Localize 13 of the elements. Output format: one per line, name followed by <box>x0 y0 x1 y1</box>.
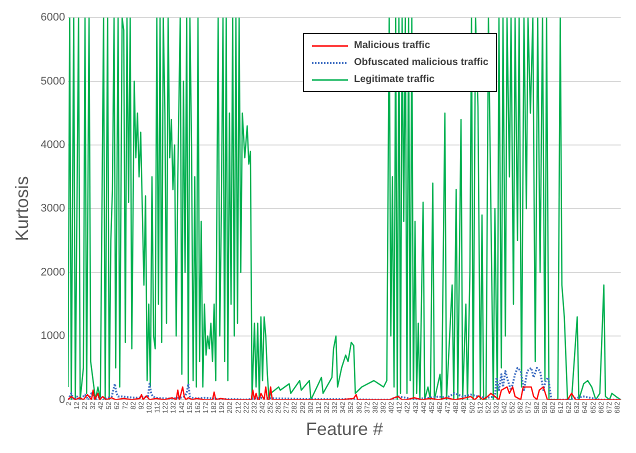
y-axis-title: Kurtosis <box>12 176 32 242</box>
y-tick-label: 6000 <box>40 12 66 24</box>
y-tick-label: 2000 <box>40 266 66 278</box>
legend-label: Obfuscated malicious traffic <box>354 57 488 68</box>
line-series <box>68 366 621 400</box>
y-tick-label: 3000 <box>40 202 66 215</box>
y-tick-label: 0 <box>58 394 66 406</box>
y-tick-label: 4000 <box>40 139 66 152</box>
x-axis-title: Feature # <box>306 419 383 440</box>
legend-label: Malicious traffic <box>354 40 430 51</box>
y-tick-label: 5000 <box>40 75 66 88</box>
y-tick-label: 1000 <box>40 330 66 342</box>
legend-label: Legitimate traffic <box>354 74 435 85</box>
